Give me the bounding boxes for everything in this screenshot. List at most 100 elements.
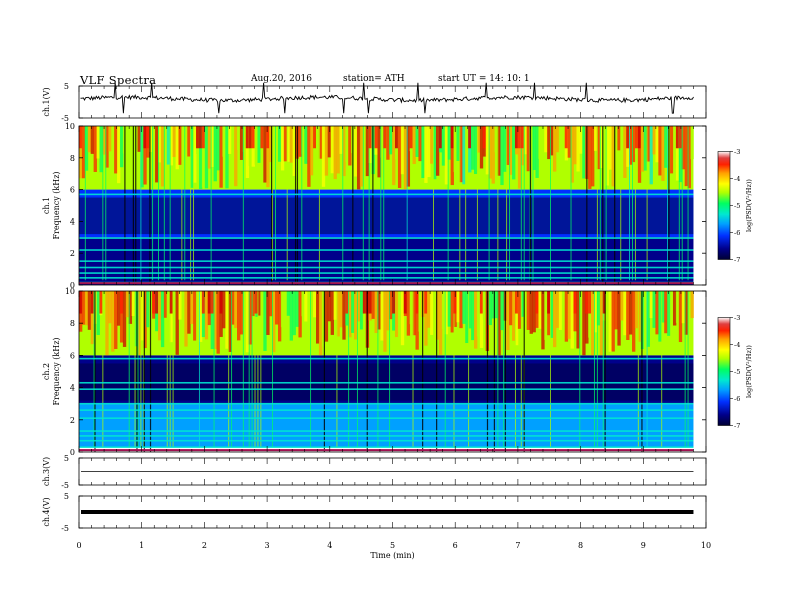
sferic-line <box>620 126 622 281</box>
tone-line <box>79 439 694 442</box>
streak <box>222 291 226 329</box>
streak <box>184 126 188 157</box>
streak <box>354 126 358 177</box>
streak <box>421 126 425 179</box>
streak <box>131 291 135 317</box>
streak <box>591 126 595 187</box>
streak <box>675 291 680 323</box>
base-line <box>79 282 694 285</box>
streak <box>649 126 653 185</box>
streak <box>316 126 320 180</box>
streak <box>491 126 495 184</box>
streak <box>681 126 686 170</box>
streak <box>441 126 446 166</box>
sferic-line <box>520 291 522 448</box>
hot-streak <box>207 291 211 314</box>
streak <box>143 126 147 185</box>
streak <box>354 291 358 340</box>
streak <box>544 126 548 153</box>
sferic-line <box>286 126 288 281</box>
sferic-line <box>667 126 669 281</box>
streak <box>172 291 176 320</box>
streak <box>327 291 332 322</box>
gap-line <box>372 126 374 285</box>
streak <box>640 126 645 172</box>
sferic-line <box>242 291 244 448</box>
streak <box>488 126 492 179</box>
sferic-line <box>447 126 449 281</box>
streak <box>529 126 533 183</box>
gap-line <box>124 126 126 285</box>
streak <box>181 126 185 172</box>
streak <box>213 126 217 182</box>
streak <box>377 126 381 178</box>
sferic-line <box>318 126 320 281</box>
sferic-line <box>105 126 107 281</box>
streak <box>266 291 270 335</box>
y-tick-label: 4 <box>70 217 75 226</box>
streak <box>356 291 361 322</box>
streak <box>301 291 305 317</box>
streak <box>228 291 232 352</box>
streak <box>629 291 633 335</box>
sferic-line <box>102 126 104 281</box>
streak <box>348 291 352 338</box>
streak <box>260 126 264 185</box>
tone-line <box>79 249 694 251</box>
tone-line <box>79 388 694 391</box>
y-tick-label: 0 <box>70 281 75 290</box>
hot-streak <box>374 126 378 149</box>
sferic-line <box>254 291 256 448</box>
sferic-line <box>377 291 379 448</box>
streak <box>140 291 144 341</box>
streak <box>342 291 346 340</box>
sferic-line <box>301 126 303 281</box>
streak <box>602 126 607 163</box>
x-tick-label: 0 <box>76 541 81 550</box>
streak <box>555 291 560 328</box>
streak <box>201 291 206 338</box>
streak <box>254 126 258 165</box>
streak <box>506 291 510 351</box>
x-tick-label: 1 <box>139 541 144 550</box>
gap-line <box>149 291 152 452</box>
streak <box>605 126 610 186</box>
streak <box>257 126 261 163</box>
y-axis-label: ch.1(V) <box>42 87 51 116</box>
streak <box>497 126 501 176</box>
hot-streak <box>520 126 524 149</box>
streak <box>386 291 390 331</box>
streak <box>637 126 642 183</box>
hot-streak <box>313 126 317 149</box>
sferic-line <box>687 291 689 448</box>
gap-line <box>352 126 354 285</box>
sferic-line <box>181 126 183 281</box>
streak <box>561 291 566 350</box>
sferic-line <box>231 291 233 448</box>
streak <box>687 126 691 189</box>
streak <box>245 126 250 179</box>
sferic-line <box>193 126 195 281</box>
hot-streak <box>514 126 518 149</box>
sferic-line <box>406 126 408 281</box>
streak <box>239 291 244 335</box>
gap-line <box>366 291 368 452</box>
hot-streak <box>99 291 103 314</box>
streak <box>593 126 598 151</box>
streak <box>128 126 133 187</box>
streak <box>617 291 621 346</box>
y-tick-label: 2 <box>70 249 75 258</box>
streak <box>219 126 223 188</box>
streak <box>397 126 402 188</box>
streak <box>152 126 156 177</box>
streak <box>593 291 598 333</box>
streak <box>190 126 194 188</box>
sferic-line <box>257 291 259 448</box>
sferic-line <box>596 126 598 281</box>
streak <box>491 291 495 319</box>
streak <box>330 291 334 335</box>
streak <box>237 291 241 341</box>
tone-line <box>79 409 694 411</box>
streak <box>122 291 127 347</box>
gap-line <box>523 291 525 452</box>
